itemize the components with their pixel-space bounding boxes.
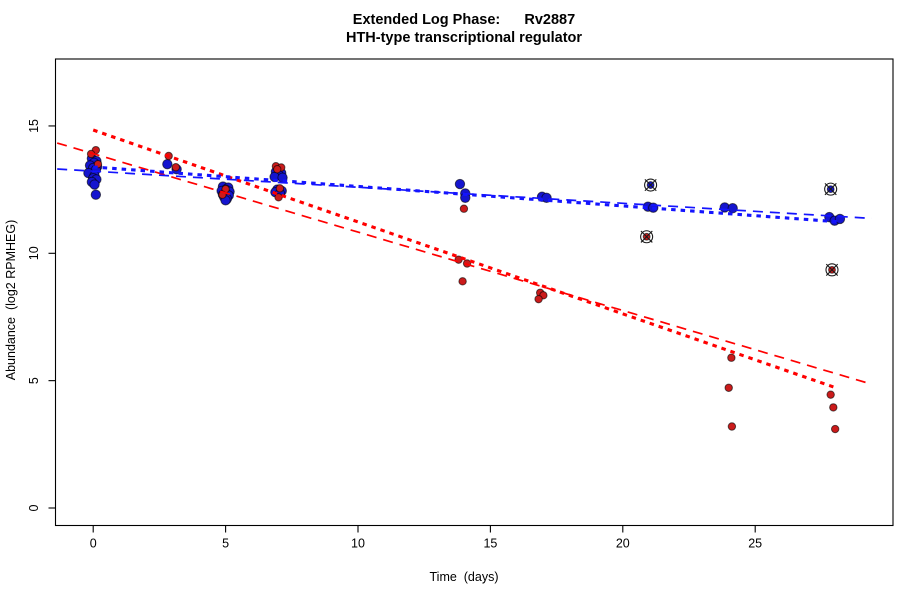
plot-area: 0 5 10 15 20 25 0 5 10 15: [27, 58, 894, 551]
plot-title-line2: HTH-type transcriptional regulator: [346, 30, 582, 46]
flag-circle: [825, 263, 839, 277]
data-point-red-series: [826, 390, 835, 399]
x-tick-label: 20: [616, 537, 630, 551]
y-tick-label: 0: [27, 504, 41, 511]
flag-circle: [824, 182, 838, 196]
data-point-blue-series: [454, 178, 466, 190]
trend-line-blue-dotted-fit: [93, 165, 838, 224]
flag-circle: [644, 178, 658, 192]
x-axis-label: Time (days): [430, 570, 499, 584]
x-tick-label: 5: [222, 537, 229, 551]
data-point-red-series: [829, 403, 838, 412]
data-point-red-series: [273, 165, 282, 174]
x-tick-label: 25: [748, 537, 762, 551]
flag-x-mark: [824, 183, 837, 196]
data-point-red-series: [727, 422, 737, 431]
data-point-blue-series: [90, 189, 102, 200]
data-point-red-series: [459, 204, 469, 213]
x-tick-label: 0: [90, 537, 97, 551]
flag-x-mark: [825, 263, 839, 276]
data-point-blue-series: [89, 179, 100, 190]
data-point-red-series: [727, 353, 736, 362]
y-tick-label: 15: [27, 119, 41, 133]
data-point-red-series: [462, 259, 472, 268]
data-point-red-series: [171, 163, 181, 172]
flag-x-mark: [644, 178, 657, 192]
x-tick-label: 10: [351, 537, 365, 551]
data-point-blue-series: [162, 158, 173, 170]
data-point-red-series: [458, 277, 467, 286]
y-axis-label: Abundance (log2 RPMHEG): [4, 220, 18, 381]
plot-box: [54, 58, 894, 527]
flag-x-mark: [640, 230, 653, 243]
plot-title-line1: Extended Log Phase: Rv2887: [353, 12, 575, 28]
data-point-blue-series: [727, 203, 738, 214]
data-point-red-series: [724, 383, 733, 392]
y-tick-label: 10: [27, 246, 41, 260]
data-point-red-series: [275, 184, 285, 193]
data-point-red-series: [830, 424, 840, 434]
data-point-red-series: [534, 294, 543, 304]
trend-line-red-dotted-fit: [92, 128, 838, 390]
x-tick-label: 15: [483, 537, 497, 551]
trend-line-red-dashed-fit: [56, 142, 872, 386]
flag-circle: [640, 230, 654, 244]
y-tick-label: 5: [27, 377, 41, 384]
